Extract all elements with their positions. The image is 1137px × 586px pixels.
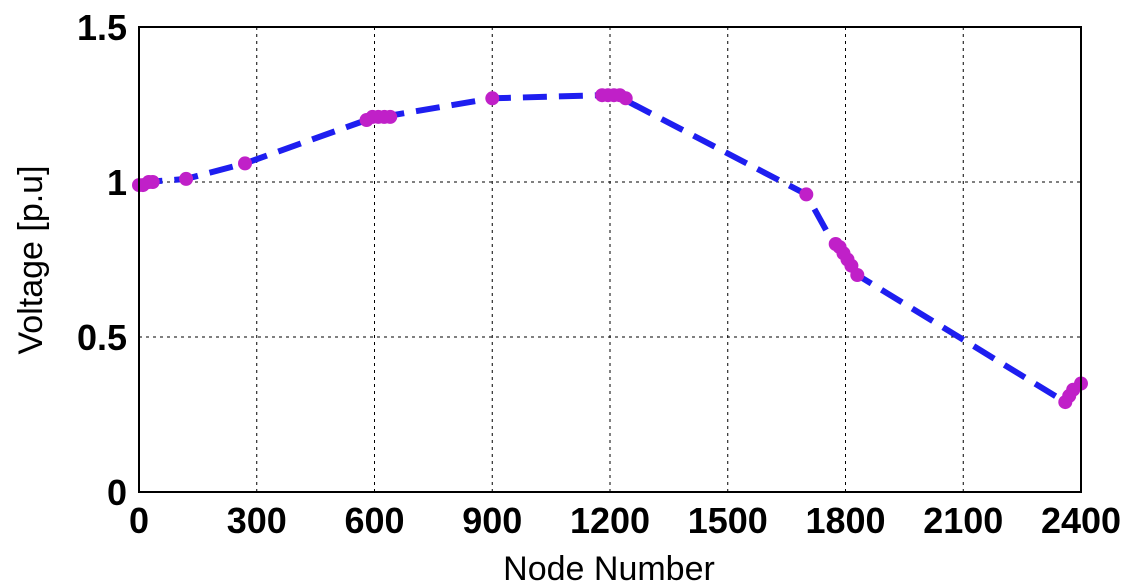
data-point-marker xyxy=(179,171,194,186)
x-tick-labels: 0 300 600 900 1200 1500 1800 2100 2400 xyxy=(129,500,1121,541)
x-tick-label: 2400 xyxy=(1041,500,1121,541)
plot-frame xyxy=(138,26,1082,493)
x-tick-label: 2100 xyxy=(923,500,1003,541)
y-tick-label: 1.5 xyxy=(77,7,127,48)
data-point-marker xyxy=(850,268,865,282)
x-tick-label: 600 xyxy=(344,500,404,541)
data-point-marker xyxy=(799,187,814,202)
x-tick-label: 900 xyxy=(462,500,522,541)
x-tick-label: 1200 xyxy=(570,500,650,541)
x-tick-label: 300 xyxy=(227,500,287,541)
x-tick-label: 1500 xyxy=(688,500,768,541)
x-tick-label: 1800 xyxy=(805,500,885,541)
y-tick-label: 1 xyxy=(107,162,127,203)
data-point-marker xyxy=(145,175,160,189)
y-axis-label: Voltage [p.u] xyxy=(12,165,50,354)
data-point-marker xyxy=(485,91,500,106)
x-axis-label: Node Number xyxy=(503,550,715,586)
x-tick-label: 0 xyxy=(129,500,149,541)
y-tick-label: 0.5 xyxy=(77,317,127,358)
data-point-marker xyxy=(238,156,252,171)
y-tick-label: 0 xyxy=(107,472,127,513)
data-point-marker xyxy=(383,109,398,124)
data-point-marker xyxy=(618,91,633,106)
voltage-markers xyxy=(132,88,1088,410)
y-tick-labels: 0 0.5 1 1.5 xyxy=(77,7,127,513)
